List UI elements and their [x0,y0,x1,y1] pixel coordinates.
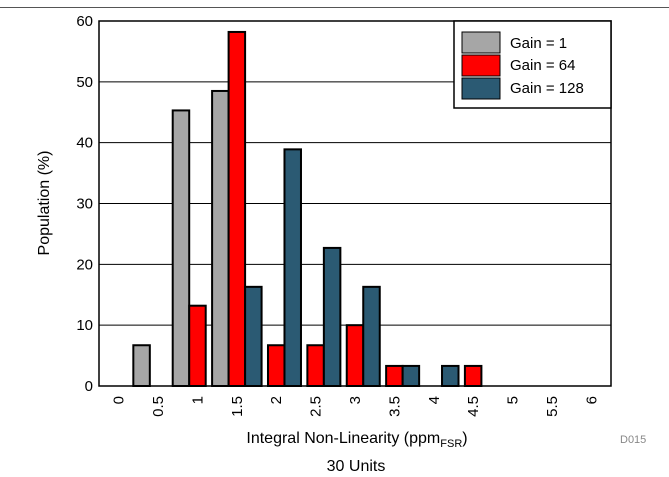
bar-series-2-3.5 [385,364,404,387]
plot-frame [98,20,612,387]
x-tick-label: 3 [347,396,364,404]
bar-series-1-1.5 [211,89,230,387]
x-tick-label: 0.5 [150,396,167,417]
y-tick-label: 40 [76,135,93,152]
legend-label-gain-1: Gain = 1 [510,35,567,52]
legend-swatch-gain-64 [461,54,501,77]
bar-series-3-2 [283,148,302,387]
x-tick-label: 0 [111,396,128,404]
bar-series-2-2 [266,344,286,388]
x-tick-label: 5 [505,396,522,404]
x-tick-labels: 0 0.5 1 1.5 2 2.5 3 3.5 4 4.5 5 5.5 6 [111,396,601,417]
y-tick-label: 10 [76,317,93,334]
top-rule [0,7,669,8]
y-tick-label: 50 [76,74,93,91]
y-tick-label: 60 [76,13,93,30]
legend-label-gain-128: Gain = 128 [510,80,584,97]
legend-label-gain-64: Gain = 64 [510,57,575,74]
bar-series-2-2.5 [306,344,325,388]
bar-series-1-0.5 [132,344,151,388]
x-tick-label: 1.5 [229,396,246,417]
x-tick-label: 4.5 [465,396,482,417]
bar-series-3-2.5 [322,246,342,387]
legend-swatch-gain-1 [461,31,501,54]
y-axis-label: Population (%) [36,151,53,256]
figure-code: D015 [620,434,646,446]
y-tick-labels: 0 10 20 30 40 50 60 [76,13,93,395]
bar-series-2-1.5 [227,30,247,387]
chart-title: 30 Units [327,458,386,475]
x-tick-label: 4 [426,396,443,404]
x-axis-label-subscript: FSR [440,438,462,450]
x-tick-label: 3.5 [386,396,403,417]
y-tick-label: 0 [85,378,93,395]
bar-series-2-4.5 [463,364,483,387]
bar-series-3-3 [362,285,381,388]
bar-series-2-1 [188,304,207,388]
bar-series-3-3.5 [401,364,421,387]
bar-series-3-1.5 [244,285,263,388]
legend: Gain = 1 Gain = 64 Gain = 128 [453,20,612,109]
bar-series-1-1 [171,109,191,388]
bar-series-2-3 [345,324,365,387]
x-tick-label: 2 [268,396,285,404]
x-tick-label: 2.5 [308,396,325,417]
x-tick-label: 1 [189,396,206,404]
bars [132,30,483,388]
legend-swatch-gain-128 [461,77,501,100]
x-axis-label: Integral Non-Linearity (ppmFSR) [246,430,467,450]
x-axis-label-suffix: ) [462,430,467,447]
y-tick-label: 20 [76,256,93,273]
x-tick-label: 5.5 [544,396,561,417]
y-tick-label: 30 [76,196,93,213]
x-tick-label: 6 [583,396,600,404]
bar-series-3-4 [441,364,460,387]
